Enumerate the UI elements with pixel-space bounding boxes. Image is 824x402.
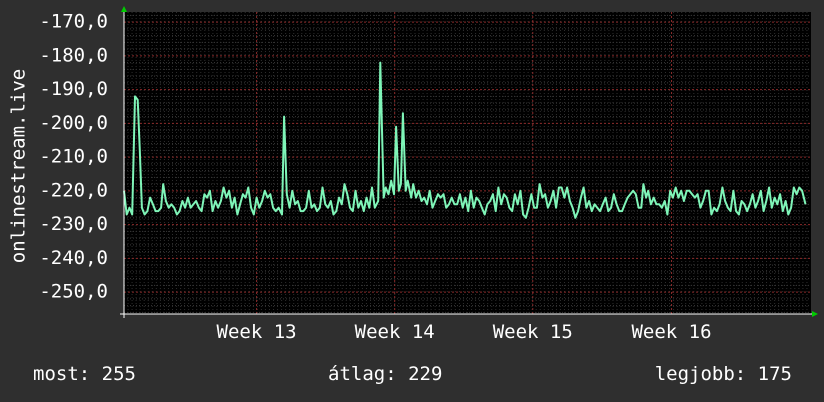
footer-average: átlag: 229: [328, 363, 442, 385]
footer-now-label: most:: [33, 363, 91, 385]
y-tick-label: -230,0: [39, 213, 108, 235]
x-tick-label: Week 15: [493, 321, 573, 343]
y-tick-label: -250,0: [39, 281, 108, 303]
y-axis-arrow: [121, 6, 127, 12]
y-tick-label: -210,0: [39, 146, 108, 168]
footer-now-value: 255: [101, 363, 136, 385]
footer-best-label: legjobb:: [654, 363, 747, 385]
y-tick-label: -200,0: [39, 112, 108, 134]
footer-best: legjobb: 175: [655, 363, 792, 385]
x-axis-arrow: [812, 311, 818, 317]
x-tick-labels: Week 13 Week 14 Week 15 Week 16: [217, 321, 712, 343]
x-tick-label: Week 13: [217, 321, 297, 343]
x-tick-label: Week 14: [355, 321, 435, 343]
y-axis-label: onlinestream.live: [8, 69, 30, 263]
series-line: [123, 61, 807, 219]
y-tick-label: -170,0: [39, 11, 108, 33]
y-tick-label: -190,0: [39, 78, 108, 100]
y-tick-label: -240,0: [39, 247, 108, 269]
footer-average-label: átlag:: [328, 363, 397, 385]
y-tick-label: -220,0: [39, 179, 108, 201]
footer-best-value: 175: [757, 363, 792, 385]
x-tick-label: Week 16: [631, 321, 711, 343]
footer-now: most: 255: [33, 363, 136, 385]
grid: [124, 12, 811, 314]
footer-average-value: 229: [408, 363, 443, 385]
y-tick-label: -180,0: [39, 44, 108, 66]
y-tick-labels: -170,0 -180,0 -190,0 -200,0 -210,0 -220,0 -230…: [39, 11, 108, 303]
